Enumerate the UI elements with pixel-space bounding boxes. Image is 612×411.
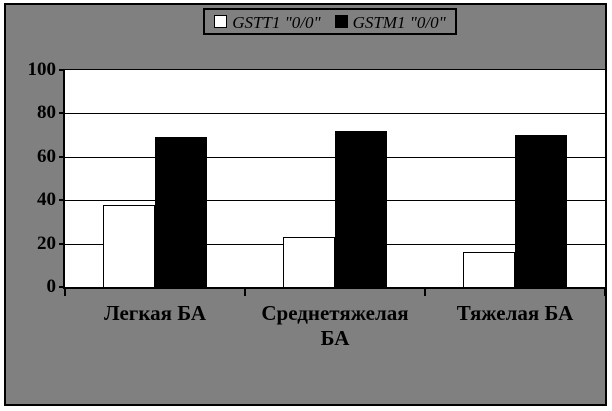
plot-area: [63, 69, 605, 289]
bar-series1-cat1: [335, 131, 387, 287]
legend-swatch-gstt1: [214, 15, 228, 28]
bar-series1-cat0: [155, 137, 207, 287]
y-tick-label-80: 80: [37, 102, 56, 123]
legend-label-gstt1: GSTT1 "0/0": [232, 12, 321, 32]
bar-series1-cat2: [515, 135, 567, 287]
legend-swatch-gstm1: [334, 15, 348, 28]
bar-series0-cat2: [463, 252, 515, 287]
y-tick-label-20: 20: [37, 233, 56, 254]
gridline-80: [65, 113, 605, 114]
y-tick-mark-40: [59, 199, 65, 201]
y-tick-label-100: 100: [27, 59, 57, 80]
category-label-1: Среднетяжелая БА: [261, 301, 409, 350]
legend-label-gstm1: GSTM1 "0/0": [352, 12, 446, 32]
y-tick-mark-60: [59, 156, 65, 158]
category-label-2: Тяжелая БА: [456, 301, 574, 325]
y-tick-mark-0: [59, 286, 65, 288]
x-tick-mark-0: [64, 289, 66, 296]
y-tick-label-40: 40: [37, 189, 56, 210]
legend: GSTT1 "0/0" GSTM1 "0/0": [203, 8, 457, 35]
bar-series0-cat0: [103, 205, 155, 287]
chart-frame: GSTT1 "0/0" GSTM1 "0/0" 0 20 40 60 80 100 Легк…: [4, 3, 607, 406]
legend-item-gstm1: GSTM1 "0/0": [334, 12, 446, 32]
x-tick-mark-2: [424, 289, 426, 296]
x-tick-mark-1: [244, 289, 246, 296]
y-tick-mark-80: [59, 112, 65, 114]
bar-series0-cat1: [283, 237, 335, 287]
y-tick-label-60: 60: [37, 146, 56, 167]
y-tick-mark-100: [59, 69, 65, 71]
legend-item-gstt1: GSTT1 "0/0": [214, 12, 321, 32]
category-label-0: Легкая БА: [103, 301, 207, 325]
x-tick-mark-3: [604, 289, 606, 296]
y-tick-label-0: 0: [46, 276, 57, 297]
y-tick-mark-20: [59, 243, 65, 245]
